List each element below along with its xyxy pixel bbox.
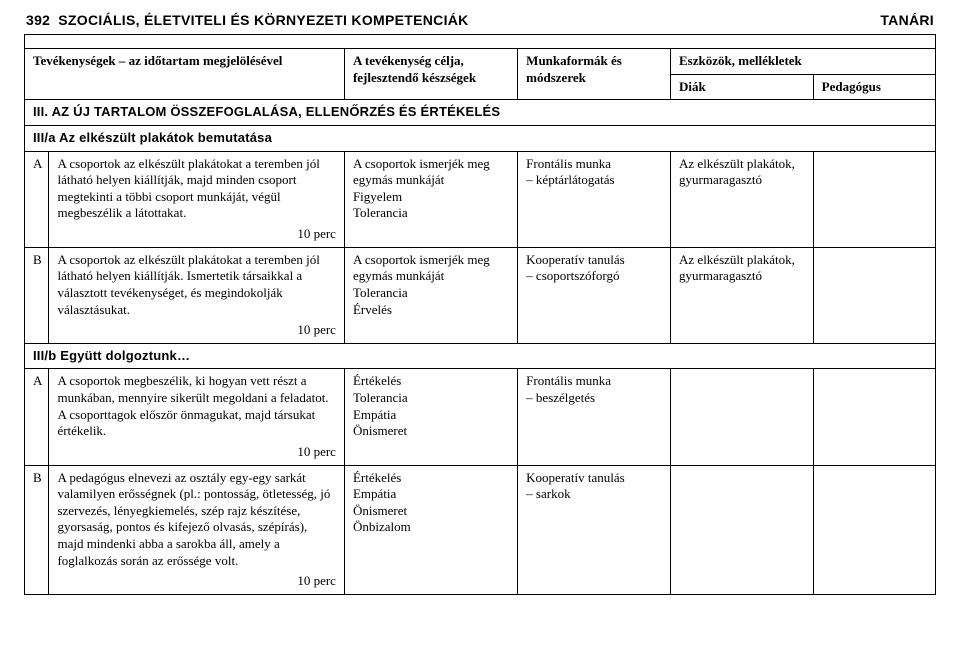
goals-cell: Értékelés Tolerancia Empátia Önismeret (344, 369, 517, 465)
goals-cell: Értékelés Empátia Önismeret Önbizalom (344, 465, 517, 594)
header-right: TANÁRI (880, 12, 934, 28)
activity-cell: A csoportok az elkészült plakátokat a te… (49, 247, 345, 343)
section-header-iiia: III/a Az elkészült plakátok bemutatása (25, 125, 936, 151)
section-title: III/b Együtt dolgoztunk… (25, 343, 936, 369)
table-row: A A csoportok az elkészült plakátokat a … (25, 151, 936, 247)
col-student: Diák (671, 74, 814, 100)
col-goals: A tevékenység célja, fejlesztendő készsé… (344, 49, 517, 100)
row-code: B (25, 247, 49, 343)
col-resources: Eszközök, mellékletek (671, 49, 936, 75)
activity-text: A csoportok megbeszélik, ki hogyan vett … (57, 373, 328, 438)
row-code: A (25, 369, 49, 465)
goals-cell: A csoportok ismerjék meg egymás munkáját… (344, 151, 517, 247)
table-header-row-1: Tevékenységek – az időtartam megjelölésé… (25, 49, 936, 75)
section-title: III/a Az elkészült plakátok bemutatása (25, 125, 936, 151)
lesson-table: Tevékenységek – az időtartam megjelölésé… (24, 34, 936, 595)
section-header-iiib: III/b Együtt dolgoztunk… (25, 343, 936, 369)
col-activities: Tevékenységek – az időtartam megjelölésé… (25, 49, 345, 100)
resources-cell: Az elkészült plakátok, gyurmaragasztó (671, 151, 814, 247)
row-code: A (25, 151, 49, 247)
activity-time: 10 perc (57, 444, 336, 461)
activity-text: A csoportok az elkészült plakátokat a te… (57, 156, 319, 221)
methods-cell: Kooperatív tanulás – sarkok (518, 465, 671, 594)
activity-text: A pedagógus elnevezi az osztály egy-egy … (57, 470, 330, 568)
running-header: 392 SZOCIÁLIS, ÉLETVITELI ÉS KÖRNYEZETI … (24, 12, 936, 28)
teacher-cell (813, 247, 935, 343)
activity-cell: A pedagógus elnevezi az osztály egy-egy … (49, 465, 345, 594)
table-row: B A pedagógus elnevezi az osztály egy-eg… (25, 465, 936, 594)
col-teacher: Pedagógus (813, 74, 935, 100)
teacher-cell (813, 465, 935, 594)
activity-time: 10 perc (57, 226, 336, 243)
row-code: B (25, 465, 49, 594)
table-top-gap (25, 35, 936, 49)
resources-cell (671, 369, 814, 465)
section-header-iii: III. AZ ÚJ TARTALOM ÖSSZEFOGLALÁSA, ELLE… (25, 100, 936, 126)
teacher-cell (813, 151, 935, 247)
resources-cell (671, 465, 814, 594)
methods-cell: Kooperatív tanulás – csoportszóforgó (518, 247, 671, 343)
header-left: 392 SZOCIÁLIS, ÉLETVITELI ÉS KÖRNYEZETI … (26, 12, 469, 28)
activity-cell: A csoportok megbeszélik, ki hogyan vett … (49, 369, 345, 465)
page: 392 SZOCIÁLIS, ÉLETVITELI ÉS KÖRNYEZETI … (0, 0, 960, 619)
teacher-cell (813, 369, 935, 465)
activity-text: A csoportok az elkészült plakátokat a te… (57, 252, 319, 317)
methods-cell: Frontális munka – képtárlátogatás (518, 151, 671, 247)
header-title: SZOCIÁLIS, ÉLETVITELI ÉS KÖRNYEZETI KOMP… (58, 12, 468, 28)
section-title: III. AZ ÚJ TARTALOM ÖSSZEFOGLALÁSA, ELLE… (25, 100, 936, 126)
table-row: B A csoportok az elkészült plakátokat a … (25, 247, 936, 343)
page-number: 392 (26, 12, 50, 28)
resources-cell: Az elkészült plakátok, gyurmaragasztó (671, 247, 814, 343)
activity-cell: A csoportok az elkészült plakátokat a te… (49, 151, 345, 247)
activity-time: 10 perc (57, 573, 336, 590)
goals-cell: A csoportok ismerjék meg egymás munkáját… (344, 247, 517, 343)
activity-time: 10 perc (57, 322, 336, 339)
table-row: A A csoportok megbeszélik, ki hogyan vet… (25, 369, 936, 465)
methods-cell: Frontális munka – beszélgetés (518, 369, 671, 465)
col-methods: Munkaformák és módszerek (518, 49, 671, 100)
